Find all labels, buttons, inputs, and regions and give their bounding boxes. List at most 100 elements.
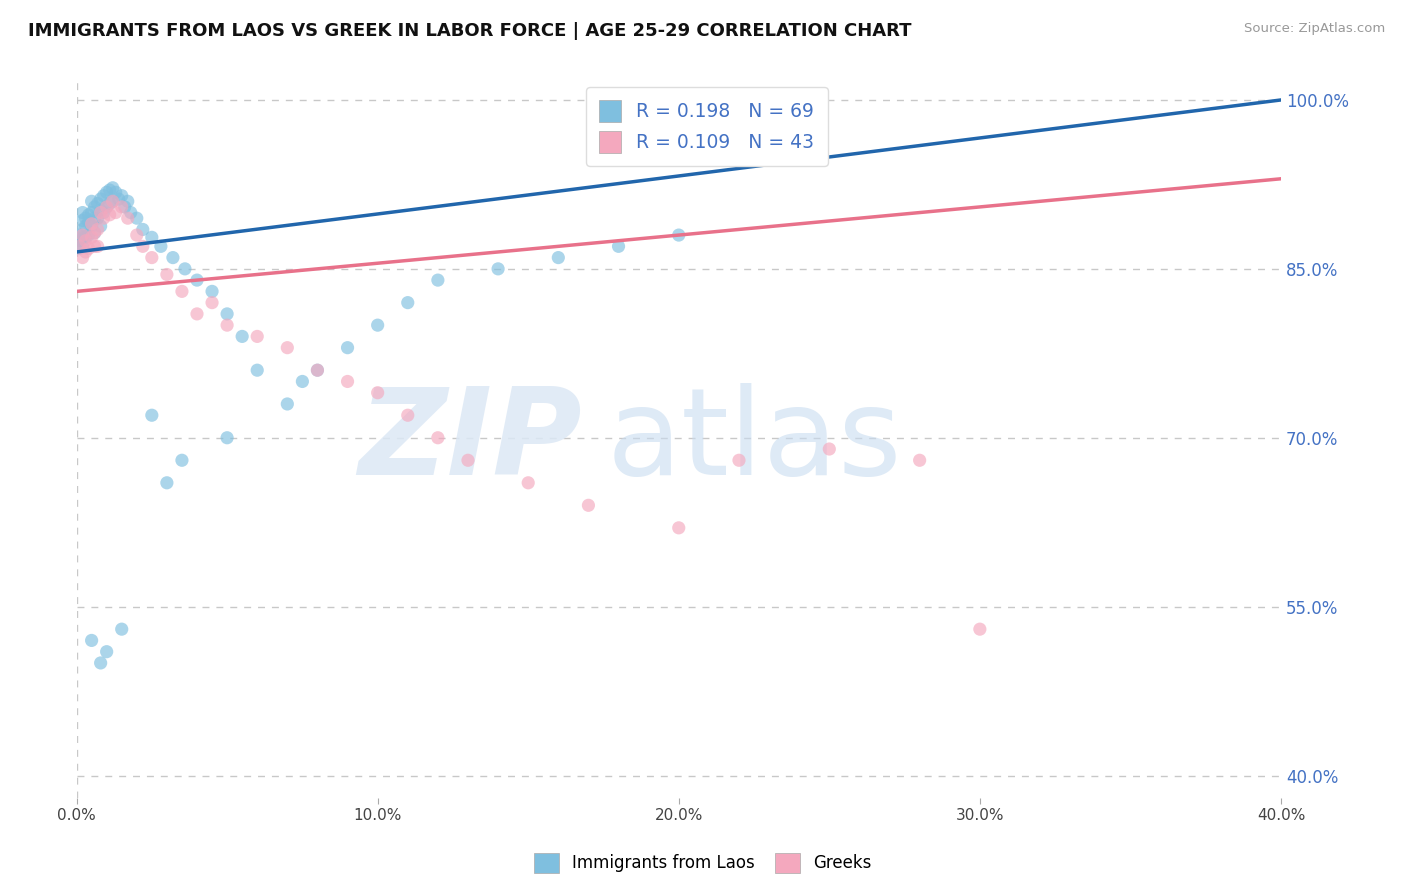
- Point: [83, 211, 105, 226]
- Point: [457, 453, 479, 467]
- Point: [72, 239, 94, 253]
- Point: [908, 453, 931, 467]
- Point: [578, 498, 600, 512]
- Point: [170, 285, 193, 299]
- Point: [276, 341, 298, 355]
- Point: [86, 239, 108, 253]
- Point: [162, 251, 184, 265]
- Point: [96, 200, 118, 214]
- Point: [80, 194, 103, 209]
- Point: [231, 329, 253, 343]
- Point: [93, 211, 115, 226]
- Point: [101, 194, 124, 209]
- Point: [86, 211, 108, 226]
- Point: [307, 363, 329, 377]
- Point: [75, 234, 97, 248]
- Point: [132, 239, 155, 253]
- Point: [114, 200, 136, 214]
- Point: [818, 442, 841, 456]
- Point: [83, 226, 105, 240]
- Point: [90, 205, 112, 219]
- Point: [668, 521, 690, 535]
- Point: [486, 261, 509, 276]
- Point: [98, 183, 121, 197]
- Point: [111, 188, 134, 202]
- Point: [141, 230, 163, 244]
- Legend: R = 0.198   N = 69, R = 0.109   N = 43: R = 0.198 N = 69, R = 0.109 N = 43: [586, 87, 828, 166]
- Point: [367, 318, 389, 333]
- Point: [90, 203, 112, 218]
- Point: [86, 222, 108, 236]
- Point: [186, 273, 208, 287]
- Point: [668, 228, 690, 243]
- Point: [111, 622, 134, 636]
- Point: [291, 375, 314, 389]
- Point: [517, 475, 540, 490]
- Text: ZIP: ZIP: [359, 383, 582, 500]
- Point: [969, 622, 991, 636]
- Point: [307, 363, 329, 377]
- Point: [80, 217, 103, 231]
- Point: [607, 239, 630, 253]
- Point: [111, 200, 134, 214]
- Point: [246, 329, 269, 343]
- Point: [367, 385, 389, 400]
- Point: [77, 228, 100, 243]
- Point: [96, 200, 118, 214]
- Point: [77, 242, 100, 256]
- Point: [72, 228, 94, 243]
- Point: [90, 656, 112, 670]
- Point: [72, 205, 94, 219]
- Point: [93, 205, 115, 219]
- Point: [117, 211, 139, 226]
- Point: [83, 226, 105, 240]
- Point: [77, 214, 100, 228]
- Point: [426, 431, 449, 445]
- Point: [217, 431, 239, 445]
- Point: [96, 186, 118, 200]
- Point: [75, 244, 97, 259]
- Point: [98, 208, 121, 222]
- Point: [80, 633, 103, 648]
- Point: [149, 239, 172, 253]
- Point: [83, 200, 105, 214]
- Point: [141, 251, 163, 265]
- Point: [728, 453, 751, 467]
- Point: [104, 205, 127, 219]
- Point: [201, 295, 224, 310]
- Point: [276, 397, 298, 411]
- Point: [72, 213, 94, 227]
- Point: [72, 222, 94, 236]
- Point: [201, 285, 224, 299]
- Point: [69, 239, 91, 253]
- Point: [83, 239, 105, 253]
- Point: [426, 273, 449, 287]
- Point: [246, 363, 269, 377]
- Point: [77, 208, 100, 222]
- Text: IMMIGRANTS FROM LAOS VS GREEK IN LABOR FORCE | AGE 25-29 CORRELATION CHART: IMMIGRANTS FROM LAOS VS GREEK IN LABOR F…: [28, 22, 911, 40]
- Text: atlas: atlas: [606, 383, 903, 500]
- Point: [170, 453, 193, 467]
- Point: [217, 307, 239, 321]
- Point: [69, 242, 91, 256]
- Point: [72, 251, 94, 265]
- Point: [132, 222, 155, 236]
- Point: [80, 205, 103, 219]
- Point: [75, 211, 97, 226]
- Point: [547, 251, 569, 265]
- Point: [120, 205, 142, 219]
- Point: [69, 234, 91, 248]
- Point: [90, 192, 112, 206]
- Text: Source: ZipAtlas.com: Source: ZipAtlas.com: [1244, 22, 1385, 36]
- Point: [69, 228, 91, 243]
- Point: [80, 230, 103, 244]
- Point: [75, 230, 97, 244]
- Point: [75, 219, 97, 233]
- Point: [96, 645, 118, 659]
- Point: [186, 307, 208, 321]
- Point: [156, 475, 179, 490]
- Point: [93, 188, 115, 202]
- Point: [396, 295, 419, 310]
- Point: [101, 181, 124, 195]
- Point: [86, 196, 108, 211]
